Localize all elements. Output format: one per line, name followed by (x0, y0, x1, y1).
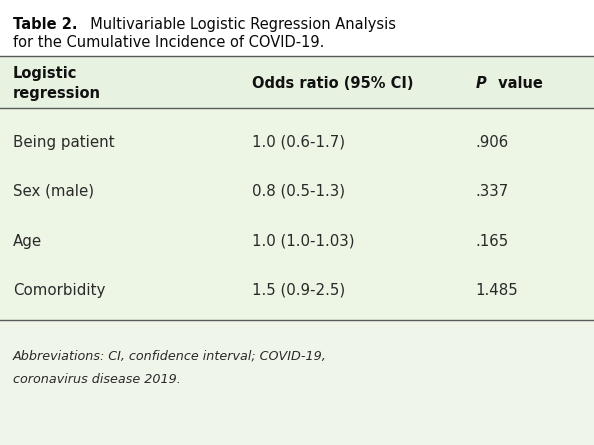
Bar (0, 56, 594, 108)
Text: coronavirus disease 2019.: coronavirus disease 2019. (13, 372, 181, 386)
Text: Odds ratio (95% CI): Odds ratio (95% CI) (252, 76, 414, 91)
Text: Being patient: Being patient (13, 135, 115, 150)
Text: value: value (493, 76, 543, 91)
Text: 1.0 (0.6-1.7): 1.0 (0.6-1.7) (252, 135, 346, 150)
Bar (0, 108, 594, 320)
Text: .337: .337 (475, 184, 508, 199)
Bar (0, 0, 594, 56)
Text: for the Cumulative Incidence of COVID-19.: for the Cumulative Incidence of COVID-19… (13, 35, 324, 50)
Text: Age: Age (13, 234, 42, 249)
Text: Logistic: Logistic (13, 66, 77, 81)
Bar (0, 320, 594, 445)
Text: 1.5 (0.9-2.5): 1.5 (0.9-2.5) (252, 283, 346, 298)
Text: .165: .165 (475, 234, 508, 249)
Text: 0.8 (0.5-1.3): 0.8 (0.5-1.3) (252, 184, 346, 199)
Text: Comorbidity: Comorbidity (13, 283, 106, 298)
Text: Table 2.: Table 2. (13, 17, 78, 32)
Text: P: P (475, 76, 486, 91)
Text: 1.0 (1.0-1.03): 1.0 (1.0-1.03) (252, 234, 355, 249)
Text: Abbreviations: CI, confidence interval; COVID-19,: Abbreviations: CI, confidence interval; … (13, 349, 327, 363)
Text: Sex (male): Sex (male) (13, 184, 94, 199)
Text: regression: regression (13, 86, 101, 101)
Text: Multivariable Logistic Regression Analysis: Multivariable Logistic Regression Analys… (81, 17, 396, 32)
Text: 1.485: 1.485 (475, 283, 518, 298)
Text: .906: .906 (475, 135, 508, 150)
